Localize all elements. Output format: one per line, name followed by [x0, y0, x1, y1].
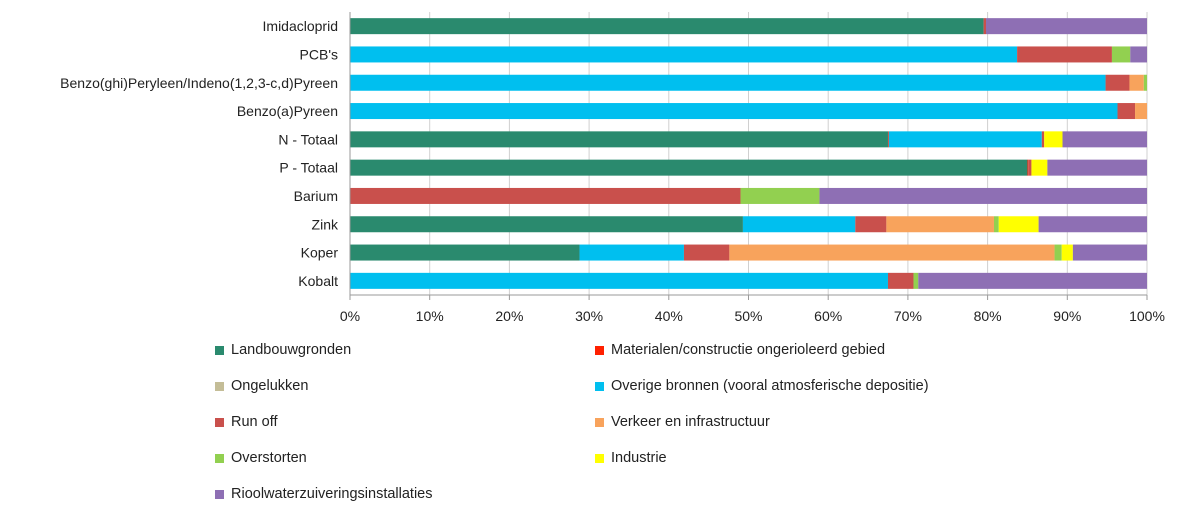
bar-segment	[350, 272, 888, 289]
bar-segment	[1047, 159, 1147, 176]
bar-segment	[729, 244, 1055, 261]
bar-segment	[819, 187, 1147, 204]
bar-segment	[350, 46, 1018, 63]
category-label: PCB's	[300, 46, 338, 62]
legend-swatch	[595, 417, 604, 427]
legend-item: Overstorten	[215, 450, 307, 466]
x-tick-label: 30%	[575, 308, 603, 324]
bar-segment	[350, 244, 580, 261]
category-label: P - Totaal	[279, 160, 338, 176]
legend-swatch	[595, 453, 604, 463]
x-tick-label: 90%	[1053, 308, 1081, 324]
legend-swatch	[215, 345, 224, 355]
legend-item: Landbouwgronden	[215, 342, 351, 358]
legend-item: Verkeer en infrastructuur	[595, 414, 770, 430]
x-tick-label: 80%	[974, 308, 1002, 324]
x-tick-label: 70%	[894, 308, 922, 324]
x-tick-label: 100%	[1129, 308, 1165, 324]
bar-segment	[742, 216, 856, 233]
chart-legend: Landbouwgronden Materialen/constructie on…	[215, 342, 975, 507]
bar-segment	[918, 272, 1147, 289]
stacked-bar-chart: Imidacloprid PCB's Benzo(ghi)Peryleen/Inde…	[60, 12, 1165, 324]
legend-label: Verkeer en infrastructuur	[611, 414, 770, 430]
legend-label: Ongelukken	[231, 378, 309, 394]
bar-segment	[350, 159, 1028, 176]
bar-segment	[855, 216, 887, 233]
bar-segment	[998, 216, 1039, 233]
bar-segment	[579, 244, 684, 261]
bar-segment	[1041, 131, 1045, 148]
bar-segment	[1072, 244, 1147, 261]
legend-swatch	[215, 453, 224, 463]
legend-label: Overstorten	[231, 450, 307, 466]
category-label: N - Totaal	[278, 131, 338, 147]
bar-segment	[683, 244, 730, 261]
bar-segment	[350, 103, 1118, 120]
bar-segment	[913, 272, 919, 289]
legend-item: Industrie	[595, 450, 667, 466]
x-tick-label: 20%	[495, 308, 523, 324]
category-label: Barium	[294, 188, 338, 204]
category-label: Zink	[312, 216, 339, 232]
bar-segment	[740, 187, 820, 204]
bar-segment	[1111, 46, 1131, 63]
x-tick-label: 50%	[734, 308, 762, 324]
bar-segment	[350, 131, 888, 148]
legend-item: Run off	[215, 414, 278, 430]
bar-segment	[350, 216, 743, 233]
bar-segment	[1038, 216, 1147, 233]
bar-segment	[1054, 244, 1062, 261]
legend-label: Overige bronnen (vooral atmosferische de…	[611, 378, 929, 394]
bar-segment	[1031, 159, 1048, 176]
bar-segment	[1129, 74, 1144, 91]
bar-segment	[888, 131, 1042, 148]
category-label: Benzo(a)Pyreen	[237, 103, 338, 119]
category-label: Benzo(ghi)Peryleen/Indeno(1,2,3-c,d)Pyre…	[60, 75, 338, 91]
legend-label: Materialen/constructie ongerioleerd gebi…	[611, 342, 886, 358]
bar-segment	[350, 18, 984, 35]
legend-swatch	[215, 417, 224, 427]
bar-segment	[887, 131, 889, 148]
bar-segment	[1062, 131, 1147, 148]
bar-segment	[1117, 103, 1136, 120]
bar-segment	[1135, 103, 1147, 120]
x-tick-label: 40%	[655, 308, 683, 324]
bar-segment	[350, 74, 1106, 91]
bar-segment	[1017, 46, 1112, 63]
category-label: Koper	[301, 245, 339, 261]
legend-label: Industrie	[611, 450, 667, 466]
bar-segment	[993, 216, 999, 233]
legend-label: Rioolwaterzuiveringsinstallaties	[231, 486, 433, 502]
bar-segment	[1061, 244, 1073, 261]
bar-segment	[1028, 159, 1032, 176]
bar-segment	[350, 187, 741, 204]
bar-segment	[983, 18, 987, 35]
category-label: Kobalt	[298, 273, 338, 289]
x-tick-label: 0%	[340, 308, 360, 324]
x-tick-label: 60%	[814, 308, 842, 324]
bar-segment	[886, 216, 994, 233]
legend-swatch	[595, 345, 604, 355]
legend-swatch	[595, 381, 604, 391]
bar-segment	[887, 272, 914, 289]
legend-item: Ongelukken	[215, 378, 308, 394]
legend-swatch	[215, 489, 224, 499]
x-tick-label: 10%	[416, 308, 444, 324]
legend-item: Rioolwaterzuiveringsinstallaties	[215, 486, 432, 502]
legend-label: Landbouwgronden	[231, 342, 352, 358]
legend-item: Overige bronnen (vooral atmosferische de…	[595, 378, 929, 394]
bar-segment	[1044, 131, 1063, 148]
bar-segment	[1143, 74, 1147, 91]
legend-item: Materialen/constructie ongerioleerd gebi…	[595, 342, 885, 358]
bar-segment	[986, 18, 1147, 35]
bar-segment	[1130, 46, 1147, 63]
category-label: Imidacloprid	[263, 18, 338, 34]
legend-label: Run off	[231, 414, 278, 430]
bar-segment	[1027, 159, 1029, 176]
legend-swatch	[215, 381, 224, 391]
bar-segment	[1105, 74, 1130, 91]
